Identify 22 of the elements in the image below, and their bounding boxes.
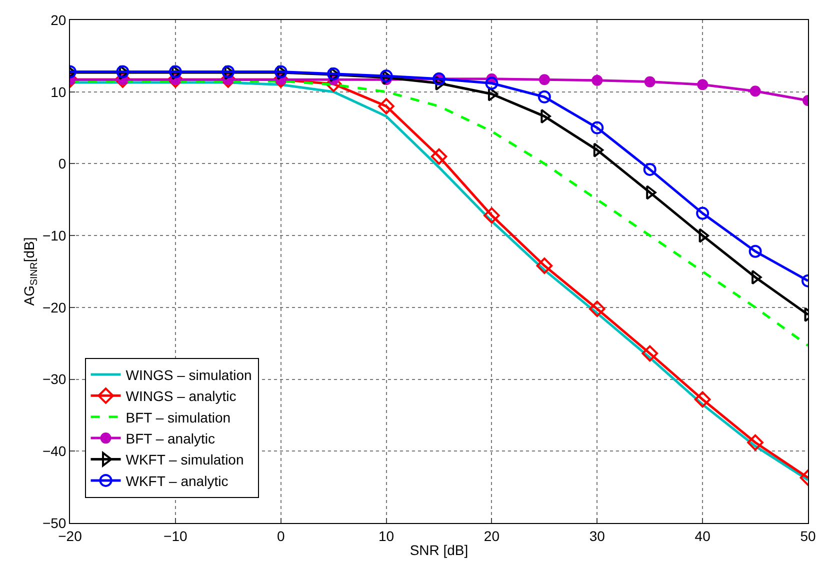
x-axis-title: SNR [dB] [410,542,468,558]
x-tick-label: 10 [378,528,394,544]
legend-label: WINGS – analytic [126,388,236,404]
x-tick-label: 40 [694,528,711,544]
y-tick-label: −30 [42,371,66,388]
y-tick-label: −10 [42,227,66,244]
legend-label: BFT – analytic [126,430,215,447]
y-tick-label: −40 [42,443,66,460]
y-tick-label: 10 [50,84,66,100]
legend-label: BFT – simulation [126,409,231,426]
y-tick-label: −20 [42,299,66,316]
x-tick-label: 50 [800,528,816,544]
x-tick-label: 0 [276,528,285,544]
x-tick-label: −10 [164,528,188,544]
y-tick-label: −50 [42,514,66,531]
x-tick-label: 30 [589,528,606,544]
y-tick-label: 0 [58,156,66,172]
legend-label: WKFT – simulation [126,452,244,468]
legend-label: WINGS – simulation [126,366,252,383]
legend-label: WKFT – analytic [126,472,228,489]
x-tick-label: 20 [484,528,500,544]
y-tick-label: 20 [50,12,66,28]
